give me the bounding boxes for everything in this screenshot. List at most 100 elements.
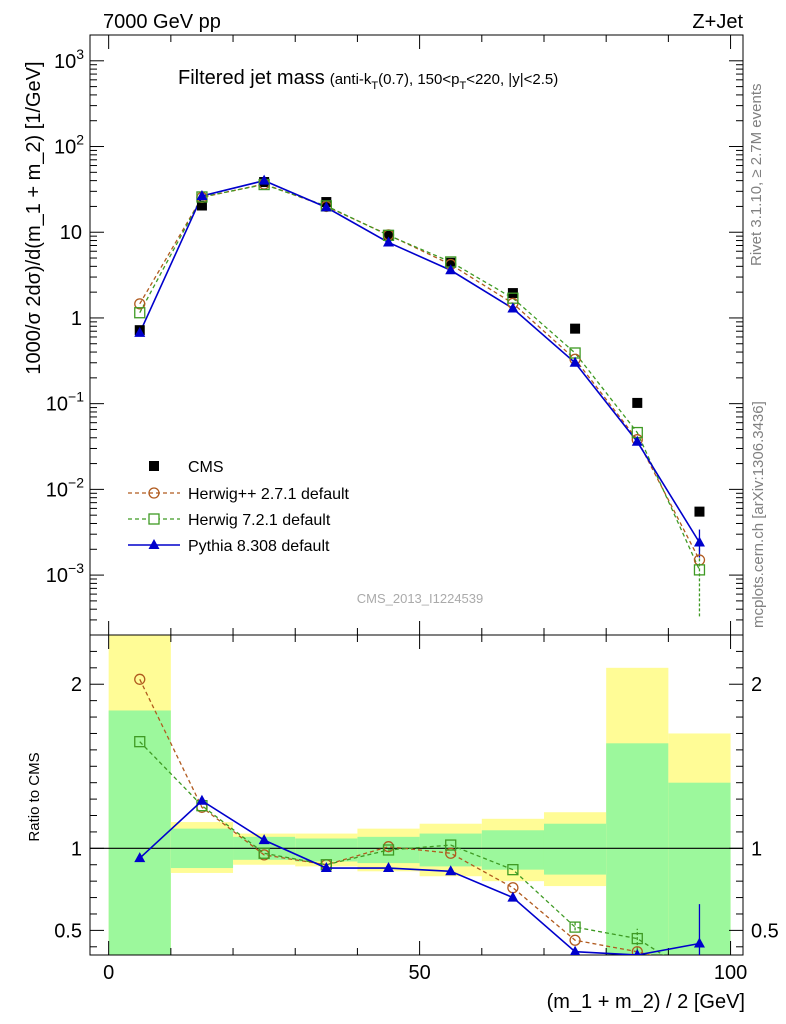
tick-exponent: 2 bbox=[76, 132, 84, 148]
title-sub-b: (0.7), 150<p bbox=[378, 71, 459, 88]
ratio-xlabel: (m_1 + m_2) / 2 [GeV] bbox=[547, 991, 745, 1013]
main-ytick-label-5: 102 bbox=[54, 132, 84, 159]
main-ytick-label-4: 10 bbox=[60, 222, 82, 244]
ratio-point-hpp-5 bbox=[445, 847, 457, 859]
band-inner-7 bbox=[543, 823, 607, 875]
legend-cms-marker bbox=[149, 461, 159, 471]
main-line-py bbox=[139, 179, 701, 543]
ratio-point-hpp-7 bbox=[569, 934, 581, 946]
title-sub-T2: T bbox=[459, 80, 466, 92]
title-main: Filtered jet mass bbox=[178, 67, 325, 89]
legend-h7-label: Herwig 7.2.1 default bbox=[188, 512, 331, 529]
side-source: mcplots.cern.ch [arXiv:1306.3436] bbox=[750, 401, 767, 628]
ratio-point-py-2 bbox=[258, 834, 270, 845]
main-ytick-label-6: 103 bbox=[54, 46, 84, 73]
ratio-ylabel: Ratio to CMS bbox=[26, 752, 43, 841]
ratio-line-py bbox=[139, 799, 700, 955]
title-sub-T1: T bbox=[371, 80, 378, 92]
main-line-hpp bbox=[139, 183, 701, 561]
main-point-py-7 bbox=[569, 356, 581, 367]
main-point-py-1 bbox=[196, 189, 208, 200]
header-energy: 7000 GeV pp bbox=[103, 11, 221, 33]
main-point-cms-4 bbox=[383, 229, 394, 240]
main-point-py-3 bbox=[320, 201, 332, 212]
tick-exponent: −3 bbox=[68, 560, 84, 576]
ratio-line-h7 bbox=[139, 741, 665, 955]
main-ytick-label-2: 10−1 bbox=[46, 389, 84, 416]
tick-base: 10 bbox=[54, 137, 76, 159]
title-sub-c: <220, |y|<2.5) bbox=[466, 71, 558, 88]
ratio-xtick-label-0: 0 bbox=[103, 962, 114, 984]
legend-py-marker bbox=[148, 539, 160, 549]
legend-cms-label: CMS bbox=[188, 459, 224, 476]
ratio-point-py-1 bbox=[196, 794, 208, 805]
band-inner-6 bbox=[481, 830, 544, 870]
ratio-ytick-label-right-1: 1 bbox=[751, 838, 762, 860]
main-point-py-8 bbox=[631, 435, 643, 446]
ratio-xtick-label-1: 50 bbox=[408, 962, 430, 984]
legend-h7-marker bbox=[148, 513, 160, 525]
ratio-point-hpp-0 bbox=[134, 673, 146, 685]
ratio-point-py-9 bbox=[693, 937, 705, 948]
ratio-axes: 0.5 0.5 1 1 2 2 0 50 100 bbox=[54, 634, 779, 984]
main-point-cms-8 bbox=[632, 397, 643, 408]
legend-hpp-label: Herwig++ 2.7.1 default bbox=[188, 486, 350, 503]
tick-exponent: −1 bbox=[68, 389, 84, 405]
tick-base: 10 bbox=[46, 394, 68, 416]
ratio-ytick-label-right-0: 0.5 bbox=[751, 920, 779, 942]
band-inner-3 bbox=[295, 838, 358, 862]
ratio-point-h7-4 bbox=[382, 844, 395, 856]
main-ylabel: 1000/σ 2dσ)/d(m_1 + m_2) [1/GeV] bbox=[23, 61, 45, 374]
tick-base: 10 bbox=[46, 565, 68, 587]
main-point-py-4 bbox=[383, 236, 395, 247]
main-point-py-9 bbox=[693, 536, 705, 547]
ratio-point-h7-6 bbox=[507, 864, 519, 876]
ratio-point-py-5 bbox=[445, 865, 457, 876]
header-process: Z+Jet bbox=[692, 11, 743, 33]
title-sub-a: (anti-k bbox=[330, 71, 372, 88]
main-point-cms-7 bbox=[570, 323, 581, 334]
legend-py-label: Pythia 8.308 default bbox=[188, 538, 330, 555]
legend-hpp-marker bbox=[148, 487, 160, 499]
ratio-point-py-4 bbox=[383, 862, 395, 873]
tick-base: 10 bbox=[54, 51, 76, 73]
band-inner-8 bbox=[606, 743, 669, 955]
ratio-ytick-label-left-1: 1 bbox=[71, 838, 82, 860]
ratio-series-clipped bbox=[134, 673, 705, 955]
main-point-py-6 bbox=[507, 302, 519, 313]
ratio-frame bbox=[89, 634, 744, 956]
ratio-point-py-6 bbox=[507, 891, 519, 902]
main-point-cms-9 bbox=[694, 506, 705, 517]
main-point-hpp-0 bbox=[134, 298, 146, 310]
ratio-point-h7-5 bbox=[445, 839, 457, 851]
ratio-point-h7-2 bbox=[258, 847, 270, 859]
main-series bbox=[134, 174, 706, 617]
main-ytick-label-1: 10−2 bbox=[46, 474, 84, 501]
ratio-point-h7-8 bbox=[631, 932, 643, 945]
ratio-point-h7-7 bbox=[569, 921, 581, 933]
tick-base: 10 bbox=[46, 479, 68, 501]
legend: CMS Herwig++ 2.7.1 default Herwig 7.2.1 … bbox=[128, 459, 350, 555]
ratio-line-hpp bbox=[139, 679, 653, 955]
ratio-ytick-label-left-0: 0.5 bbox=[54, 920, 82, 942]
main-point-py-2 bbox=[258, 174, 270, 185]
tick-exponent: 3 bbox=[76, 46, 84, 62]
ratio-point-h7-0 bbox=[134, 736, 146, 748]
side-version: Rivet 3.1.10, ≥ 2.7M events bbox=[748, 84, 765, 267]
main-point-py-5 bbox=[445, 264, 457, 275]
ratio-ytick-label-left-2: 2 bbox=[71, 674, 82, 696]
ratio-point-hpp-8 bbox=[631, 946, 643, 955]
analysis-watermark: CMS_2013_I1224539 bbox=[357, 591, 484, 606]
ratio-point-py-8 bbox=[633, 949, 641, 955]
main-ytick-label-3: 1 bbox=[71, 308, 82, 330]
ratio-point-py-0 bbox=[134, 852, 146, 863]
ratio-point-py-7 bbox=[569, 945, 581, 955]
ratio-ytick-label-right-2: 2 bbox=[751, 674, 762, 696]
main-point-cms-5 bbox=[445, 257, 456, 268]
tick-exponent: −2 bbox=[68, 474, 84, 490]
main-point-cms-1 bbox=[196, 200, 207, 211]
main-line-h7 bbox=[139, 183, 701, 571]
band-inner-0 bbox=[108, 710, 171, 955]
